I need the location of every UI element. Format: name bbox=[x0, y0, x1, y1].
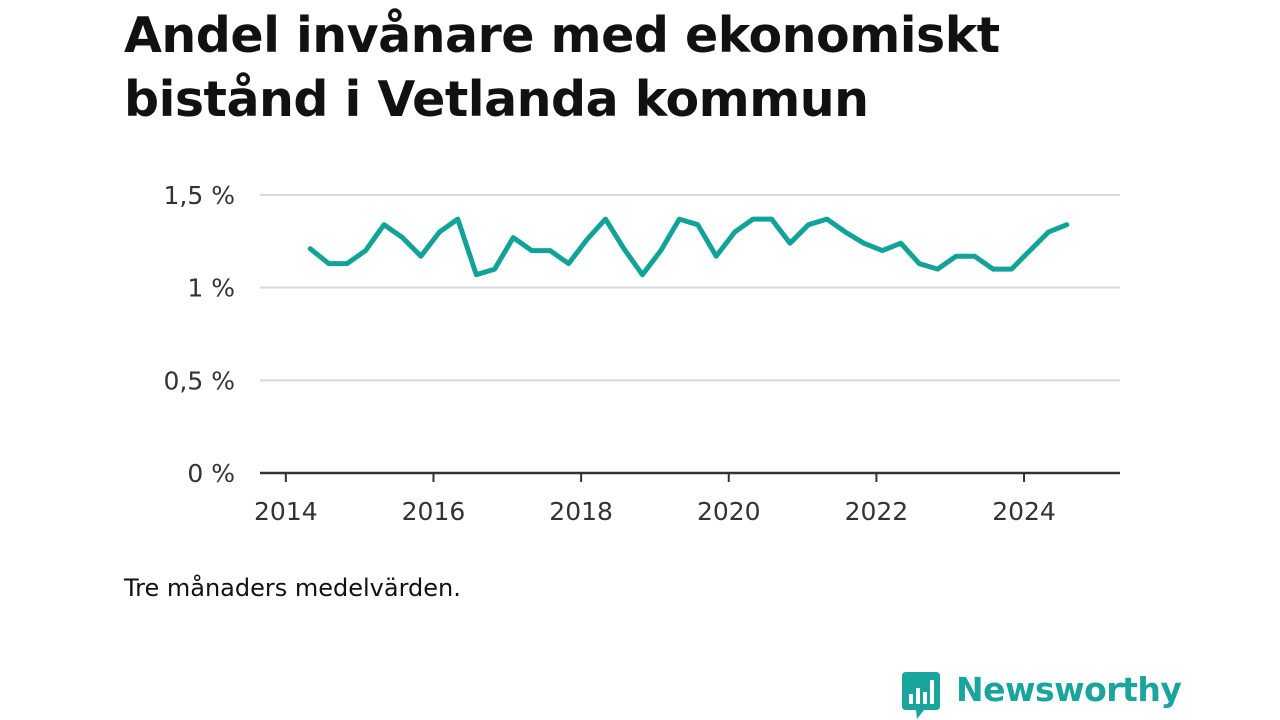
data-point bbox=[326, 261, 331, 266]
data-point bbox=[529, 248, 534, 253]
data-point bbox=[511, 235, 516, 240]
data-point bbox=[843, 230, 848, 235]
series-line bbox=[307, 216, 1070, 278]
chart-title: Andel invånare med ekonomiskt bistånd i … bbox=[124, 7, 1000, 128]
newsworthy-logo: Newsworthy bbox=[900, 668, 1182, 720]
data-point bbox=[954, 254, 959, 259]
data-point bbox=[382, 222, 387, 227]
gridlines bbox=[260, 194, 1120, 382]
data-point bbox=[400, 235, 405, 240]
data-point bbox=[418, 254, 423, 259]
data-point bbox=[585, 237, 590, 242]
data-point bbox=[991, 267, 996, 272]
brand-name: Newsworthy bbox=[956, 670, 1182, 709]
data-point bbox=[474, 272, 479, 277]
data-point bbox=[1027, 248, 1032, 253]
data-point bbox=[603, 217, 608, 222]
data-point bbox=[658, 248, 663, 253]
data-point bbox=[898, 241, 903, 246]
data-point bbox=[824, 217, 829, 222]
x-tick-label: 2020 bbox=[697, 497, 761, 526]
x-tick-label: 2024 bbox=[992, 497, 1056, 526]
data-point bbox=[806, 222, 811, 227]
y-tick-labels: 0 % 0,5 % 1 % 1,5 % bbox=[164, 181, 235, 488]
data-point bbox=[788, 241, 793, 246]
data-point bbox=[695, 222, 700, 227]
y-tick-label: 0,5 % bbox=[164, 366, 235, 395]
data-point bbox=[345, 261, 350, 266]
data-point bbox=[917, 261, 922, 266]
footnote: Tre månaders medelvärden. bbox=[124, 574, 461, 602]
y-tick-label: 1,5 % bbox=[164, 181, 235, 210]
data-point bbox=[492, 267, 497, 272]
x-tick-label: 2016 bbox=[402, 497, 466, 526]
x-tick-label: 2018 bbox=[549, 497, 613, 526]
data-point bbox=[677, 217, 682, 222]
data-point bbox=[566, 261, 571, 266]
data-point bbox=[714, 254, 719, 259]
data-point bbox=[751, 217, 756, 222]
data-point bbox=[769, 217, 774, 222]
data-point bbox=[1046, 230, 1051, 235]
y-tick-label: 1 % bbox=[187, 274, 235, 303]
series-line-group bbox=[307, 216, 1070, 278]
data-point bbox=[640, 272, 645, 277]
x-tick-label: 2014 bbox=[254, 497, 318, 526]
newsworthy-chart-bubble-icon bbox=[902, 672, 940, 719]
data-point bbox=[1064, 222, 1069, 227]
data-point bbox=[972, 254, 977, 259]
x-tick-label: 2022 bbox=[845, 497, 909, 526]
y-tick-label: 0 % bbox=[187, 459, 235, 488]
data-point bbox=[363, 248, 368, 253]
data-point bbox=[880, 248, 885, 253]
data-point bbox=[308, 246, 313, 251]
data-point bbox=[861, 241, 866, 246]
data-point bbox=[935, 267, 940, 272]
x-axis: 2014 2016 2018 2020 2022 2024 bbox=[254, 471, 1120, 526]
data-point bbox=[455, 217, 460, 222]
data-point bbox=[437, 230, 442, 235]
data-point bbox=[732, 230, 737, 235]
data-point bbox=[1009, 267, 1014, 272]
data-point bbox=[548, 248, 553, 253]
data-point bbox=[621, 246, 626, 251]
